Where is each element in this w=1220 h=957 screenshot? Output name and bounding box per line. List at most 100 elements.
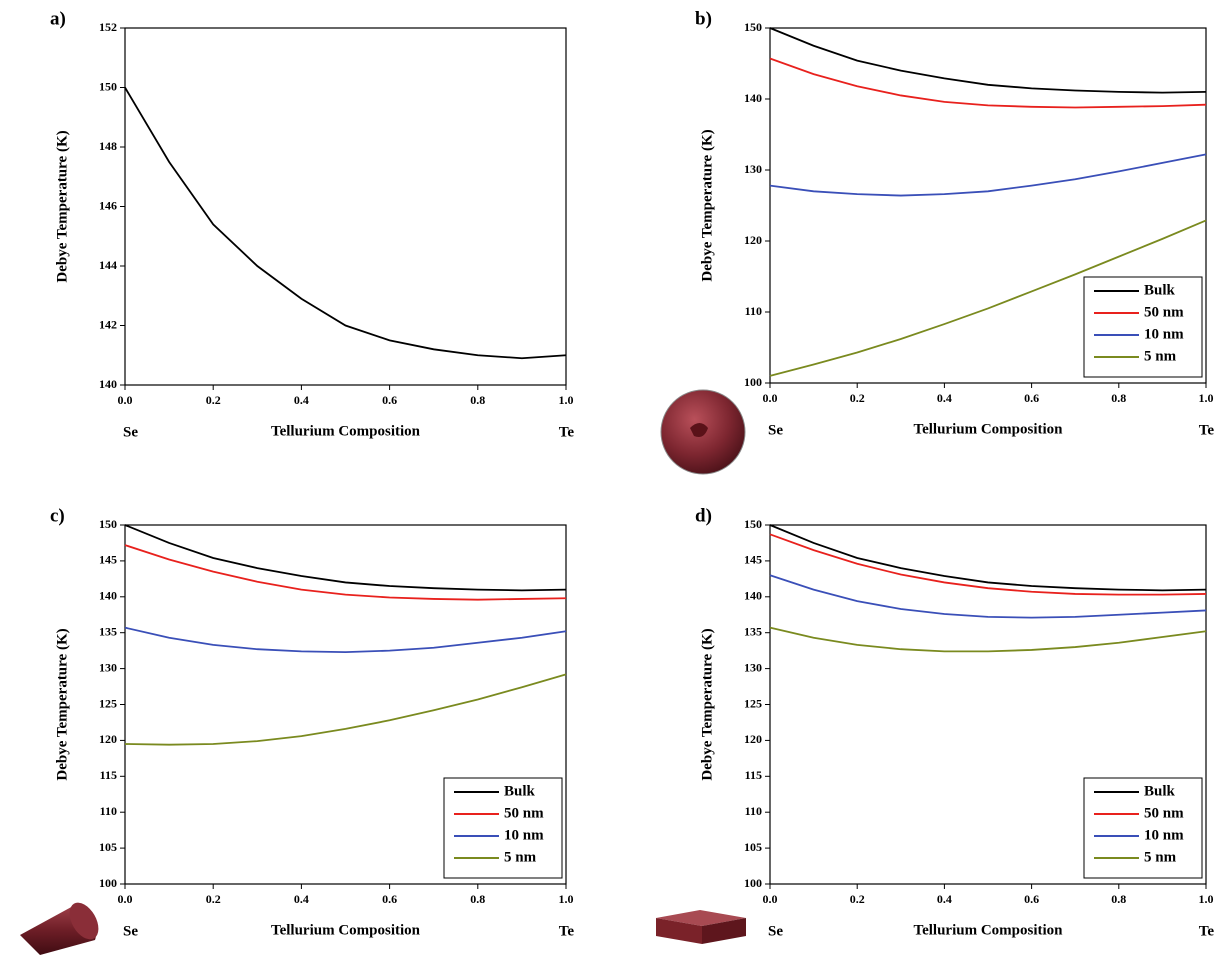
data-line (769, 626, 1207, 653)
data-line (124, 673, 567, 746)
y-tick-label: 146 (99, 198, 117, 212)
y-tick-label: 140 (744, 589, 762, 603)
legend-label: 5 nm (504, 849, 537, 865)
legend-box (443, 777, 563, 879)
y-tick-label: 130 (744, 162, 762, 176)
plot-frame (124, 27, 567, 386)
y-tick-label: 145 (99, 553, 117, 567)
data-line (769, 27, 1207, 94)
y-tick-label: 105 (99, 840, 117, 854)
x-tick-label: 0.2 (850, 391, 865, 405)
y-tick-label: 110 (745, 804, 762, 818)
x-end-label: Te (1199, 422, 1215, 438)
x-tick-label: 0.6 (1024, 391, 1039, 405)
x-axis-label: Tellurium Composition (271, 423, 421, 439)
plot-frame (769, 27, 1207, 384)
x-tick-label: 0.8 (1111, 391, 1126, 405)
y-tick-label: 110 (100, 804, 117, 818)
data-line (769, 524, 1207, 592)
y-tick-label: 115 (745, 768, 762, 782)
x-axis-label: Tellurium Composition (913, 421, 1063, 437)
y-tick-label: 120 (744, 732, 762, 746)
x-tick-label: 0.8 (470, 892, 485, 906)
data-line (124, 524, 567, 592)
y-tick-label: 120 (99, 732, 117, 746)
y-tick-label: 148 (99, 139, 117, 153)
y-tick-label: 144 (99, 258, 117, 272)
y-tick-label: 140 (744, 91, 762, 105)
slab-icon (656, 910, 746, 944)
x-tick-label: 0.0 (118, 892, 133, 906)
x-tick-label: 0.8 (1111, 892, 1126, 906)
y-tick-label: 100 (744, 876, 762, 890)
x-end-label: Te (559, 424, 575, 440)
y-tick-label: 135 (744, 624, 762, 638)
x-tick-label: 0.4 (294, 892, 309, 906)
x-tick-label: 0.0 (763, 892, 778, 906)
y-tick-label: 150 (744, 517, 762, 531)
data-line (124, 87, 567, 360)
y-tick-label: 125 (99, 696, 117, 710)
x-tick-label: 1.0 (1199, 391, 1214, 405)
legend-box (1083, 777, 1203, 879)
panel-label: d) (695, 505, 712, 526)
panel-label: c) (50, 505, 65, 526)
legend-label: 10 nm (1144, 827, 1184, 843)
y-tick-label: 150 (99, 79, 117, 93)
y-tick-label: 150 (744, 20, 762, 34)
legend-label: 5 nm (1144, 348, 1177, 364)
legend-label: 50 nm (1144, 805, 1184, 821)
y-tick-label: 115 (100, 768, 117, 782)
y-axis-label: Debye Temperature (K) (54, 130, 70, 282)
x-tick-label: 0.8 (470, 393, 485, 407)
x-start-label: Se (768, 923, 783, 939)
legend-label: 50 nm (1144, 304, 1184, 320)
y-tick-label: 142 (99, 317, 117, 331)
y-tick-label: 152 (99, 20, 117, 34)
x-tick-label: 0.4 (937, 892, 952, 906)
x-tick-label: 0.6 (1024, 892, 1039, 906)
x-tick-label: 0.4 (294, 393, 309, 407)
x-start-label: Se (123, 424, 138, 440)
x-end-label: Te (559, 923, 575, 939)
x-tick-label: 1.0 (1199, 892, 1214, 906)
y-tick-label: 140 (99, 377, 117, 391)
x-tick-label: 0.2 (850, 892, 865, 906)
y-tick-label: 130 (99, 660, 117, 674)
legend-box (1083, 276, 1203, 378)
y-tick-label: 120 (744, 233, 762, 247)
y-tick-label: 150 (99, 517, 117, 531)
panel-label: b) (695, 8, 712, 29)
x-tick-label: 0.0 (763, 391, 778, 405)
x-axis-label: Tellurium Composition (271, 922, 421, 938)
legend-label: Bulk (504, 783, 536, 799)
y-axis-label: Debye Temperature (K) (54, 628, 70, 780)
x-tick-label: 0.2 (206, 393, 221, 407)
y-tick-label: 140 (99, 589, 117, 603)
y-tick-label: 125 (744, 696, 762, 710)
data-line (769, 533, 1207, 596)
y-tick-label: 110 (745, 304, 762, 318)
y-tick-label: 130 (744, 660, 762, 674)
y-axis-label: Debye Temperature (K) (699, 129, 715, 281)
legend-label: 10 nm (1144, 326, 1184, 342)
x-start-label: Se (768, 422, 783, 438)
y-tick-label: 105 (744, 840, 762, 854)
y-tick-label: 100 (744, 375, 762, 389)
x-tick-label: 0.4 (937, 391, 952, 405)
x-end-label: Te (1199, 923, 1215, 939)
legend-label: 50 nm (504, 805, 544, 821)
y-tick-label: 135 (99, 624, 117, 638)
x-tick-label: 0.0 (118, 393, 133, 407)
data-line (124, 626, 567, 653)
y-axis-label: Debye Temperature (K) (699, 628, 715, 780)
y-tick-label: 100 (99, 876, 117, 890)
legend-label: Bulk (1144, 282, 1176, 298)
x-start-label: Se (123, 923, 138, 939)
panel-label: a) (50, 8, 66, 29)
x-tick-label: 1.0 (559, 892, 574, 906)
x-axis-label: Tellurium Composition (913, 922, 1063, 938)
x-tick-label: 1.0 (559, 393, 574, 407)
legend-label: 10 nm (504, 827, 544, 843)
